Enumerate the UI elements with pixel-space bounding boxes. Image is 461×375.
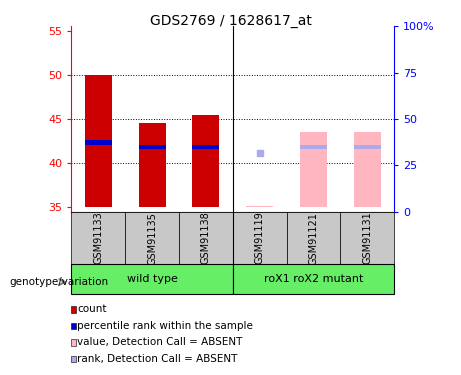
Bar — [139, 145, 165, 149]
Bar — [287, 212, 340, 264]
Bar — [71, 212, 125, 264]
Bar — [354, 145, 381, 149]
Text: GSM91133: GSM91133 — [93, 212, 103, 264]
Text: GSM91131: GSM91131 — [362, 212, 372, 264]
Text: GSM91135: GSM91135 — [147, 211, 157, 265]
Bar — [246, 206, 273, 207]
Bar — [85, 75, 112, 207]
Text: GDS2769 / 1628617_at: GDS2769 / 1628617_at — [149, 14, 312, 28]
Text: GSM91119: GSM91119 — [254, 212, 265, 264]
Bar — [300, 145, 327, 149]
Text: count: count — [77, 304, 107, 314]
Text: GSM91121: GSM91121 — [308, 211, 319, 265]
Text: GSM91138: GSM91138 — [201, 212, 211, 264]
Text: wild type: wild type — [127, 274, 177, 284]
Bar — [354, 132, 381, 207]
Bar — [71, 264, 233, 294]
Bar — [340, 212, 394, 264]
Bar — [193, 145, 219, 149]
Bar — [85, 140, 112, 145]
Text: genotype/variation: genotype/variation — [9, 277, 108, 287]
Bar — [233, 212, 287, 264]
Bar — [233, 264, 394, 294]
Text: rank, Detection Call = ABSENT: rank, Detection Call = ABSENT — [77, 354, 237, 364]
Text: percentile rank within the sample: percentile rank within the sample — [77, 321, 253, 331]
Bar — [139, 123, 165, 207]
Text: value, Detection Call = ABSENT: value, Detection Call = ABSENT — [77, 338, 242, 347]
Text: roX1 roX2 mutant: roX1 roX2 mutant — [264, 274, 363, 284]
Bar — [179, 212, 233, 264]
Bar — [125, 212, 179, 264]
Bar — [300, 132, 327, 207]
Bar — [193, 115, 219, 207]
